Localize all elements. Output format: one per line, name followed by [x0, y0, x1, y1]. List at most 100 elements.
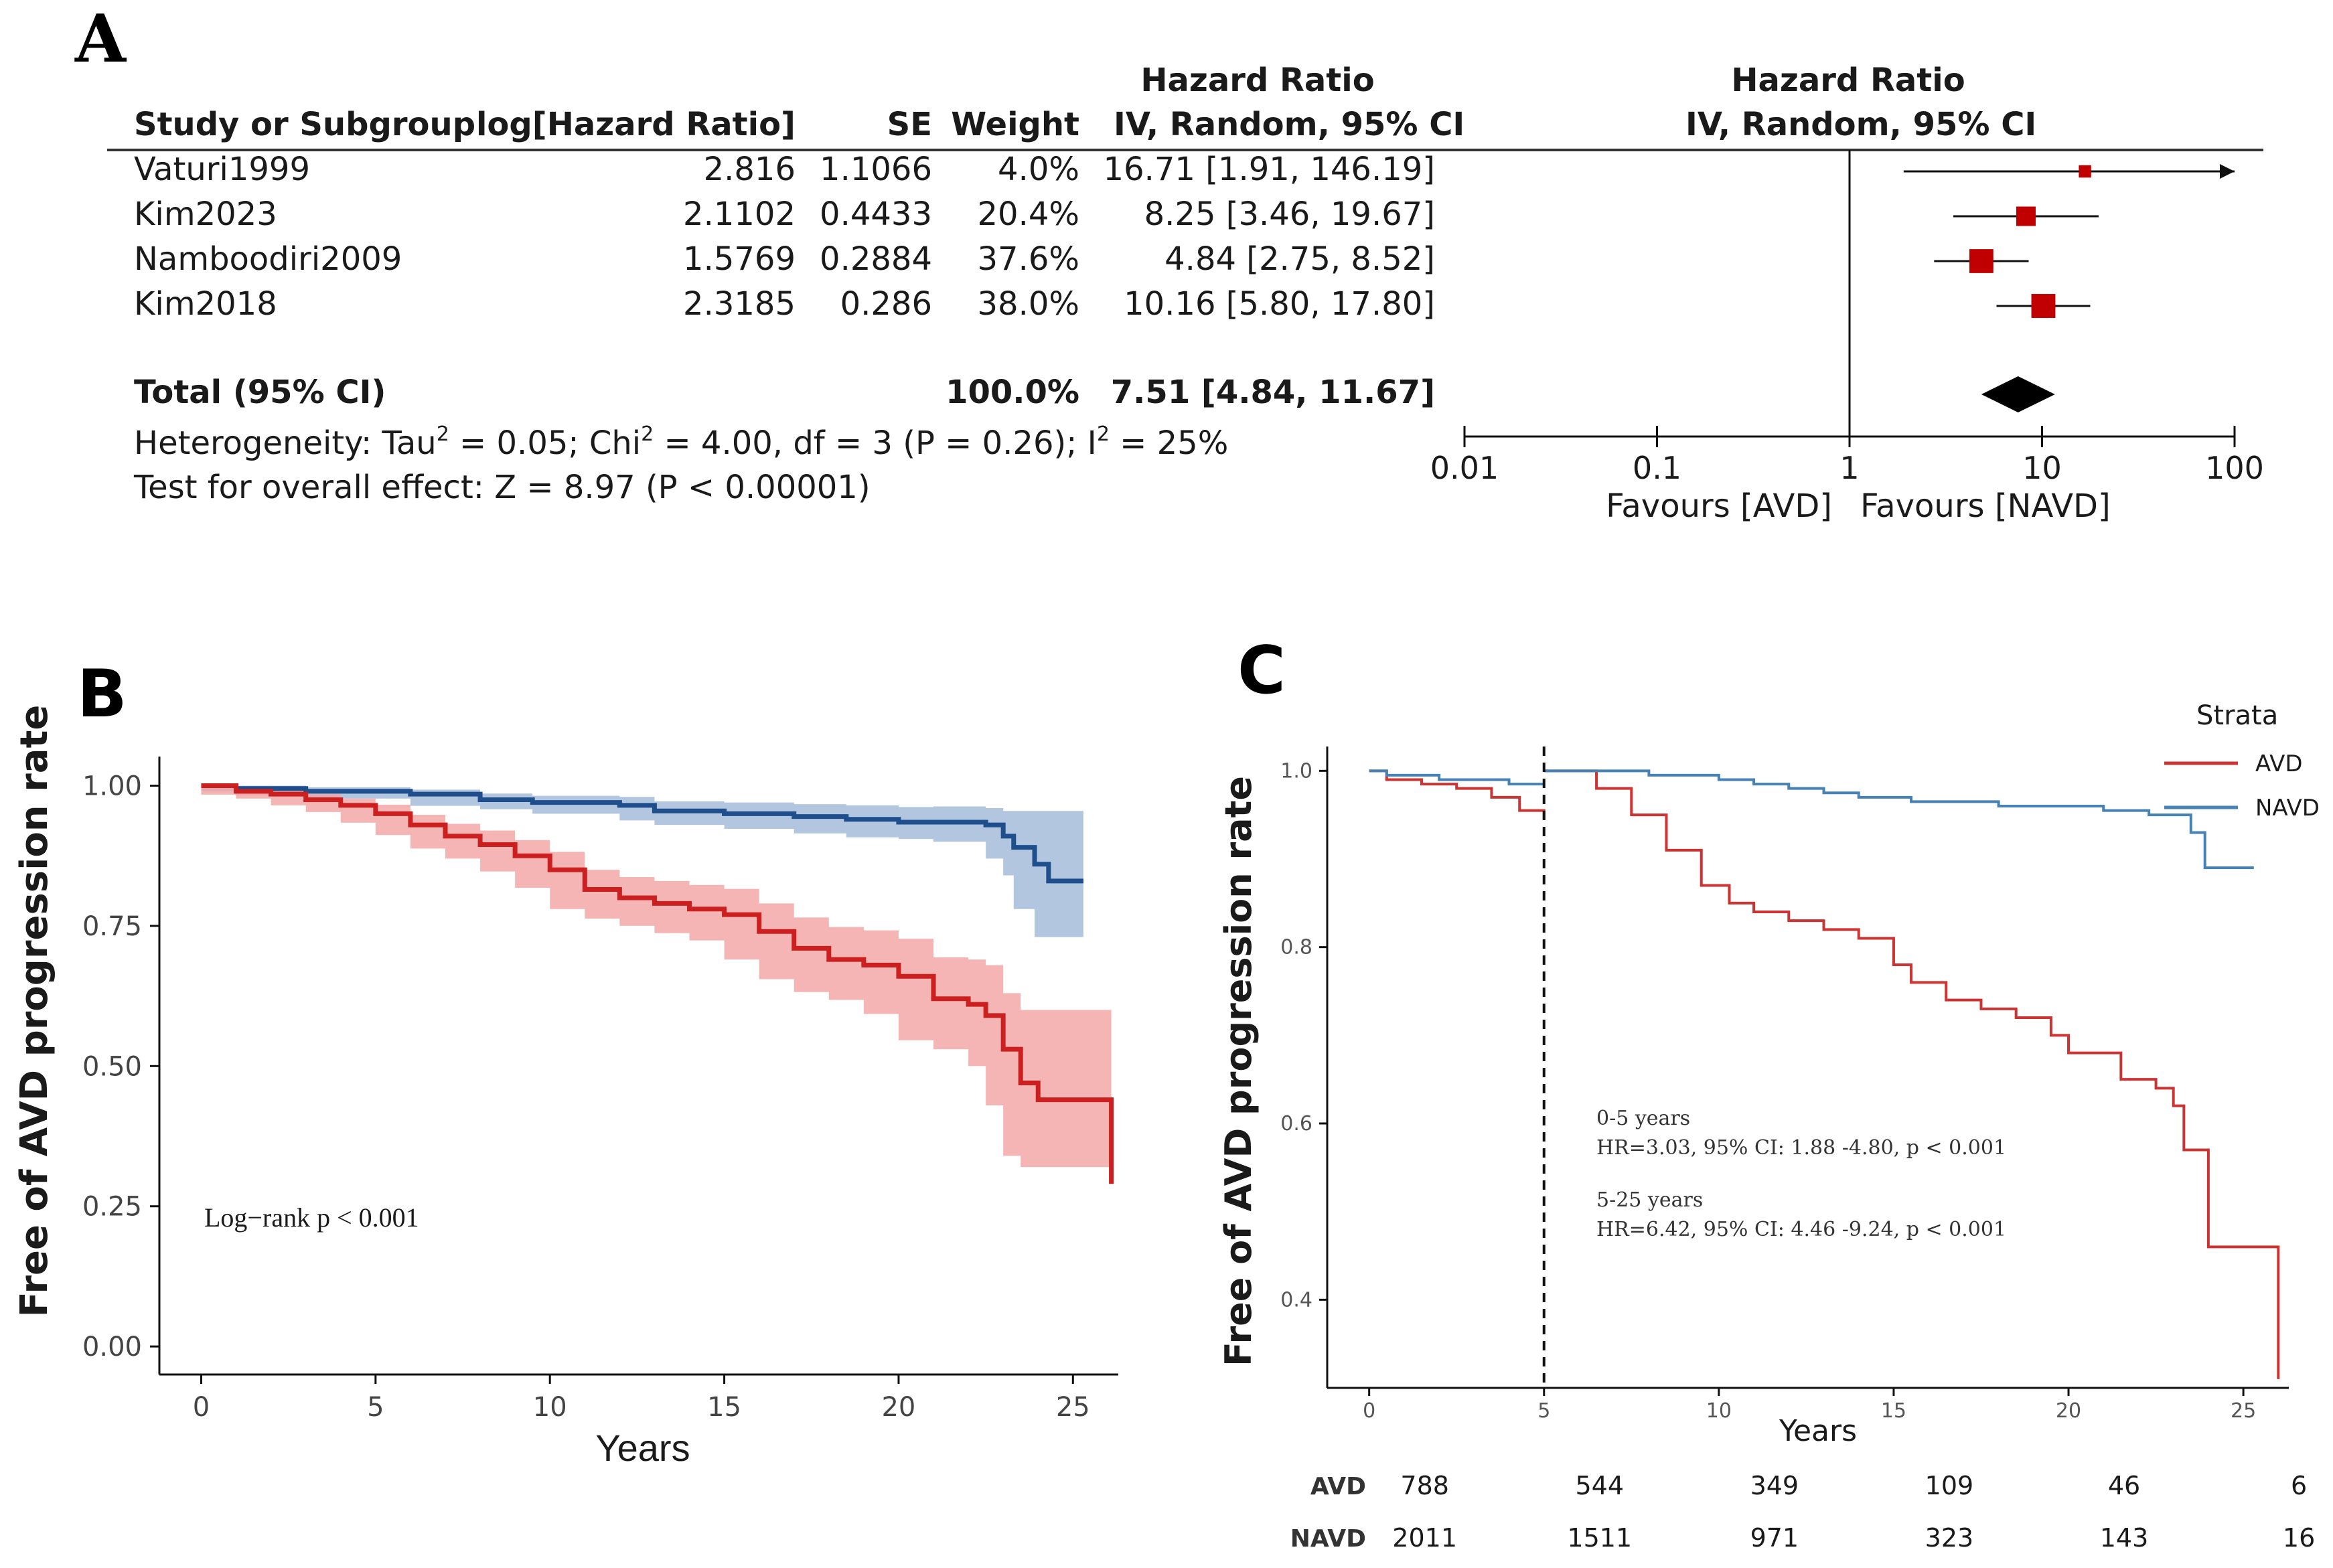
x-tick-label-c: 0 [1363, 1399, 1375, 1423]
y-tick-label-c: 0.6 [1280, 1112, 1312, 1135]
se-column-header: SE [887, 106, 932, 143]
ci-arrow [2220, 164, 2235, 179]
forest-x-tick-label: 0.1 [1633, 450, 1681, 486]
study-se: 0.4433 [820, 195, 932, 233]
x-tick-label-c: 25 [2231, 1399, 2256, 1423]
study-loghr: 2.1102 [683, 195, 796, 233]
study-rows: Vaturi1999 2.816 1.1066 4.0% 16.71 [1.91, 14… [134, 151, 1435, 323]
legend-label-navd: NAVD [2255, 795, 2320, 821]
hr-annotations-c: 0-5 years HR=3.03, 95% CI: 1.88 -4.80, p… [1596, 1107, 2006, 1241]
weight-column-header: Weight [951, 106, 1079, 143]
overall-effect-text: Test for overall effect: Z = 8.97 (P < 0… [133, 469, 871, 506]
legend-label-avd: AVD [2255, 751, 2303, 777]
km-curve-avd-0-5 [1369, 769, 1546, 819]
total-diamond [1981, 376, 2055, 412]
risk-table: AVD 788 544 349 109 46 6 NAVD 2011 1511 971 323 143 1… [1290, 1471, 2316, 1553]
hr-column-subtitle: IV, Random, 95% CI [1114, 106, 1464, 143]
risk-count: 109 [1925, 1471, 1974, 1500]
km-curve-navd-5-25 [1544, 769, 2254, 870]
favours-left-label: Favours [AVD] [1606, 487, 1832, 525]
legend-c: Strata AVD NAVD [2164, 700, 2320, 821]
y-tick-label-c: 0.8 [1280, 936, 1312, 959]
y-tick-label-b: 0.25 [82, 1192, 142, 1223]
annotation-0-5-title: 0-5 years [1596, 1107, 1690, 1130]
risk-count: 349 [1750, 1471, 1799, 1500]
risk-count: 143 [2100, 1523, 2149, 1553]
risk-row-label: AVD [1310, 1473, 1366, 1500]
y-tick-label-c: 0.4 [1280, 1288, 1312, 1312]
panel-label-c: C [1237, 633, 1286, 709]
risk-count: 323 [1925, 1523, 1974, 1553]
panel-label-b: B [77, 656, 127, 732]
favours-right-label: Favours [NAVD] [1860, 487, 2111, 525]
km-plot-b: 0 5 10 15 20 25 0.00 0.25 0.50 0.75 1.00 [82, 757, 1118, 1423]
forest-x-tick-label: 100 [2205, 450, 2264, 486]
risk-count: 2011 [1392, 1523, 1457, 1553]
legend-title: Strata [2196, 700, 2278, 731]
total-label: Total (95% CI) [134, 374, 386, 411]
x-axis-label-b: Years [595, 1427, 690, 1469]
hr-column-title: Hazard Ratio [1140, 62, 1374, 99]
risk-count: 788 [1400, 1471, 1449, 1500]
km-panel-b: B 0 5 10 15 20 25 0.00 0.25 0.50 0.75 1.00 Years F… [13, 656, 1118, 1469]
study-column-header: Study or Subgroup [134, 106, 475, 143]
km-panel-c: C 0 5 10 15 20 25 0.4 0.6 0.8 1.0 Years Free of A… [1217, 633, 2320, 1553]
forest-x-tick-label: 0.01 [1430, 450, 1499, 486]
ci-band-navd [201, 785, 1083, 937]
forest-plot-panel: A Hazard Ratio Hazard Ratio Study or Sub… [74, 1, 2264, 525]
y-tick-label-b: 0.50 [82, 1051, 142, 1082]
y-tick-label-b: 0.75 [82, 911, 142, 942]
plot-column-subtitle: IV, Random, 95% CI [1685, 106, 2036, 143]
x-axis-label-c: Years [1779, 1414, 1857, 1448]
y-tick-label-b: 1.00 [82, 771, 142, 802]
study-effect-box [2031, 294, 2056, 318]
study-ci: 16.71 [1.91, 146.19] [1104, 151, 1435, 188]
annotation-5-25-hr: HR=6.42, 95% CI: 4.46 -9.24, p < 0.001 [1596, 1218, 2006, 1241]
study-weight: 20.4% [978, 195, 1079, 233]
total-ci: 7.51 [4.84, 11.67] [1111, 374, 1435, 411]
plot-column-title: Hazard Ratio [1731, 62, 1965, 99]
risk-count: 971 [1750, 1523, 1799, 1553]
x-tick-label-b: 5 [367, 1392, 384, 1423]
x-tick-label-c: 15 [1881, 1399, 1906, 1423]
study-effect-box [2016, 206, 2036, 226]
study-loghr: 2.3185 [683, 285, 796, 323]
logrank-annotation: Log−rank p < 0.001 [204, 1202, 419, 1233]
x-tick-label-b: 15 [707, 1392, 741, 1423]
study-loghr: 1.5769 [683, 240, 796, 278]
forest-plot-area: 0.01 0.1 1 10 100 Favours [AVD] Favours [NAVD] [1430, 150, 2264, 525]
study-name: Namboodiri2009 [134, 240, 402, 278]
x-tick-label-b: 25 [1056, 1392, 1090, 1423]
risk-count: 1511 [1567, 1523, 1632, 1553]
km-curve-navd [201, 783, 1083, 884]
total-weight: 100.0% [946, 374, 1079, 411]
risk-count: 46 [2108, 1471, 2140, 1500]
risk-row-label: NAVD [1290, 1525, 1366, 1553]
study-ci: 8.25 [3.46, 19.67] [1144, 195, 1435, 233]
x-tick-label-c: 5 [1537, 1399, 1550, 1423]
x-tick-label-c: 10 [1706, 1399, 1732, 1423]
annotation-0-5-hr: HR=3.03, 95% CI: 1.88 -4.80, p < 0.001 [1596, 1136, 2006, 1160]
risk-count: 6 [2291, 1471, 2307, 1500]
study-name: Kim2018 [134, 285, 277, 323]
study-se: 0.2884 [820, 240, 932, 278]
km-curve-navd-0-5 [1369, 769, 1544, 786]
study-weight: 4.0% [998, 151, 1079, 188]
forest-x-tick-label: 1 [1839, 450, 1859, 486]
x-tick-label-b: 0 [193, 1392, 210, 1423]
study-ci: 4.84 [2.75, 8.52] [1164, 240, 1435, 278]
x-tick-label-c: 20 [2056, 1399, 2081, 1423]
study-name: Kim2023 [134, 195, 277, 233]
x-tick-label-b: 10 [533, 1392, 567, 1423]
heterogeneity-text: Heterogeneity: Tau2 = 0.05; Chi2 = 4.00,… [134, 422, 1228, 462]
study-name: Vaturi1999 [134, 151, 310, 188]
study-loghr: 2.816 [704, 151, 796, 188]
annotation-5-25-title: 5-25 years [1596, 1188, 1703, 1212]
y-tick-label-c: 1.0 [1280, 759, 1312, 783]
study-effect-box [1969, 249, 1993, 273]
x-tick-label-b: 20 [881, 1392, 915, 1423]
study-se: 0.286 [840, 285, 932, 323]
study-weight: 38.0% [978, 285, 1079, 323]
y-tick-label-b: 0.00 [82, 1332, 142, 1362]
